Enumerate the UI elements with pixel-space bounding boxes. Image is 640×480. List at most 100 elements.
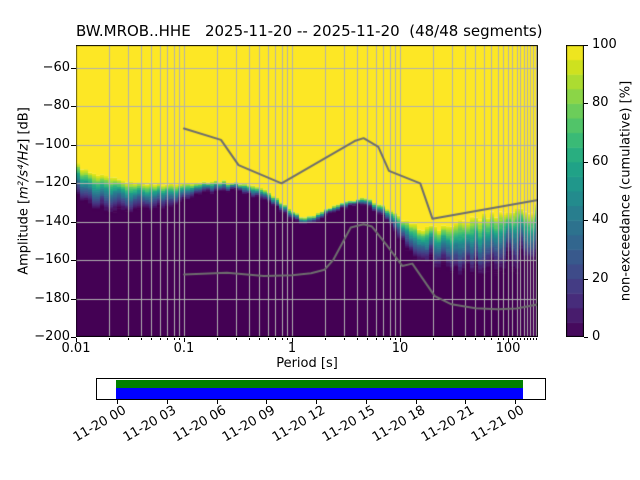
colorbar-canvas bbox=[566, 45, 584, 337]
x-axis-label: Period [s] bbox=[276, 356, 338, 371]
x-axis-tick-label: 100 bbox=[495, 341, 521, 356]
colorbar-tick-label: 60 bbox=[592, 154, 609, 169]
timeline-tick-label: 11-20 00 bbox=[70, 403, 129, 446]
y-axis-tick-label: −160 bbox=[34, 252, 70, 267]
colorbar-tick-label: 40 bbox=[592, 212, 609, 227]
ppsd-heatmap-canvas bbox=[76, 45, 538, 337]
timeline-tick bbox=[117, 400, 118, 404]
timeline-tick bbox=[465, 400, 466, 404]
colorbar-tick bbox=[584, 220, 588, 221]
timeline-tick bbox=[316, 400, 317, 404]
x-axis-minor-tick bbox=[325, 338, 326, 340]
x-axis-major-tick bbox=[508, 338, 509, 342]
x-axis-major-tick bbox=[184, 338, 185, 342]
timeline-axes bbox=[96, 378, 546, 400]
timeline-tick-label: 11-21 00 bbox=[468, 403, 527, 446]
x-axis-minor-tick bbox=[275, 338, 276, 340]
y-axis-tick bbox=[71, 183, 76, 184]
x-axis-minor-tick bbox=[536, 338, 537, 340]
plot-title: BW.MROB..HHE 2025-11-20 -- 2025-11-20 (4… bbox=[76, 22, 543, 40]
x-axis-minor-tick bbox=[259, 338, 260, 340]
timeline-tick bbox=[416, 400, 417, 404]
x-axis-minor-tick bbox=[527, 338, 528, 340]
colorbar-tick bbox=[584, 337, 588, 338]
x-axis-minor-tick bbox=[268, 338, 269, 340]
x-axis-minor-tick bbox=[160, 338, 161, 340]
x-axis-minor-tick bbox=[433, 338, 434, 340]
x-axis-minor-tick bbox=[520, 338, 521, 340]
colorbar-tick-label: 100 bbox=[592, 37, 617, 52]
timeline-tick-label: 11-20 09 bbox=[219, 403, 278, 446]
x-axis-minor-tick bbox=[533, 338, 534, 340]
colorbar-tick-label: 20 bbox=[592, 271, 609, 286]
x-axis-major-tick bbox=[400, 338, 401, 342]
timeline-tick bbox=[167, 400, 168, 404]
x-axis-minor-tick bbox=[151, 338, 152, 340]
x-axis-minor-tick bbox=[524, 338, 525, 340]
x-axis-minor-tick bbox=[217, 338, 218, 340]
x-axis-minor-tick bbox=[498, 338, 499, 340]
x-axis-minor-tick bbox=[395, 338, 396, 340]
x-axis-minor-tick bbox=[530, 338, 531, 340]
timeline-tick-label: 11-20 12 bbox=[269, 403, 328, 446]
colorbar-tick-label: 0 bbox=[592, 329, 601, 344]
y-axis-label-units: m²/s⁴/Hz bbox=[16, 143, 32, 199]
x-axis-minor-tick bbox=[517, 338, 518, 340]
x-axis-minor-tick bbox=[109, 338, 110, 340]
x-axis-tick-label: 10 bbox=[391, 341, 409, 356]
y-axis-tick-label: −100 bbox=[34, 137, 70, 152]
x-axis-minor-tick bbox=[390, 338, 391, 340]
x-axis-minor-tick bbox=[344, 338, 345, 340]
y-axis-tick bbox=[71, 260, 76, 261]
timeline-tick bbox=[366, 400, 367, 404]
timeline-data-coverage-bar bbox=[116, 380, 523, 388]
colorbar-tick-label: 80 bbox=[592, 95, 609, 110]
x-axis-minor-tick bbox=[484, 338, 485, 340]
y-axis-tick bbox=[71, 68, 76, 69]
x-axis-minor-tick bbox=[465, 338, 466, 340]
x-axis-minor-tick bbox=[452, 338, 453, 340]
x-axis-tick-label: 0.01 bbox=[61, 341, 91, 356]
x-axis-minor-tick bbox=[128, 338, 129, 340]
y-axis-tick-label: −80 bbox=[42, 98, 70, 113]
y-axis-tick bbox=[71, 337, 76, 338]
x-axis-minor-tick bbox=[376, 338, 377, 340]
x-axis-minor-tick bbox=[367, 338, 368, 340]
x-axis-minor-tick bbox=[475, 338, 476, 340]
x-axis-minor-tick bbox=[167, 338, 168, 340]
x-axis-minor-tick bbox=[357, 338, 358, 340]
timeline-tick-label: 11-20 21 bbox=[418, 403, 477, 446]
x-axis-minor-tick bbox=[512, 338, 513, 340]
colorbar-tick bbox=[584, 103, 588, 104]
x-axis-minor-tick bbox=[236, 338, 237, 340]
y-axis-tick bbox=[71, 222, 76, 223]
colorbar-tick bbox=[584, 45, 588, 46]
x-axis-minor-tick bbox=[174, 338, 175, 340]
colorbar-tick bbox=[584, 279, 588, 280]
y-axis-tick-label: −180 bbox=[34, 291, 70, 306]
x-axis-minor-tick bbox=[287, 338, 288, 340]
y-axis-tick bbox=[71, 106, 76, 107]
timeline-tick-label: 11-20 18 bbox=[369, 403, 428, 446]
x-axis-major-tick bbox=[76, 338, 77, 342]
y-axis-tick bbox=[71, 299, 76, 300]
x-axis-minor-tick bbox=[491, 338, 492, 340]
x-axis-minor-tick bbox=[383, 338, 384, 340]
y-axis-tick-label: −140 bbox=[34, 214, 70, 229]
timeline-tick-label: 11-20 06 bbox=[170, 403, 229, 446]
x-axis-minor-tick bbox=[249, 338, 250, 340]
x-axis-tick-label: 0.1 bbox=[173, 341, 195, 356]
x-axis-minor-tick bbox=[282, 338, 283, 340]
timeline-tick bbox=[515, 400, 516, 404]
x-axis-major-tick bbox=[292, 338, 293, 342]
x-axis-tick-label: 1 bbox=[287, 341, 297, 356]
y-axis-tick bbox=[71, 145, 76, 146]
x-axis-minor-tick bbox=[503, 338, 504, 340]
y-axis-tick-label: −120 bbox=[34, 175, 70, 190]
x-axis-minor-tick bbox=[179, 338, 180, 340]
timeline-tick-label: 11-20 03 bbox=[120, 403, 179, 446]
timeline-tick bbox=[217, 400, 218, 404]
x-axis-minor-tick bbox=[141, 338, 142, 340]
timeline-processed-bar bbox=[116, 388, 523, 399]
